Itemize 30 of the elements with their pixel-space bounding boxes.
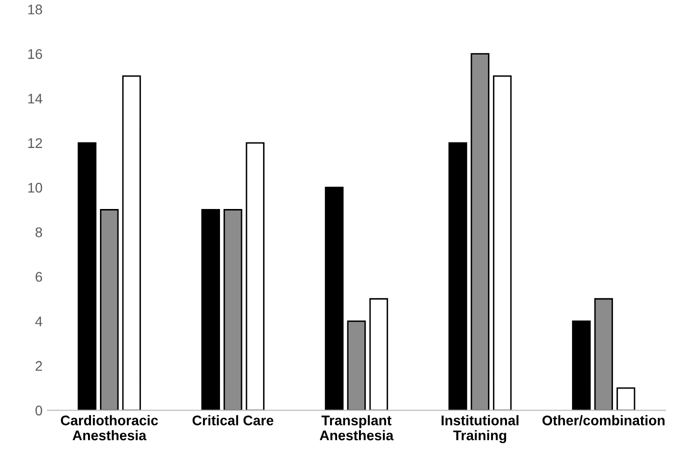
bar — [100, 209, 119, 410]
bar — [324, 186, 344, 410]
bar — [78, 142, 96, 410]
bar — [470, 53, 490, 410]
bar — [616, 387, 636, 410]
bar — [347, 320, 366, 410]
bar — [122, 75, 141, 410]
y-tick-label: 12 — [28, 138, 42, 148]
x-tick-label: Cardiothoracic Anesthesia — [60, 415, 158, 440]
bar — [572, 320, 591, 410]
y-tick-label: 0 — [35, 406, 42, 416]
y-tick-label: 10 — [28, 182, 42, 193]
x-tick-label: Other/combination — [542, 415, 665, 426]
bar — [246, 142, 264, 410]
y-tick-label: 14 — [28, 94, 42, 104]
y-tick-label: 18 — [28, 4, 42, 14]
x-tick-label: Transplant Anesthesia — [320, 415, 394, 440]
bar — [448, 142, 468, 410]
x-tick-label: Institutional Training — [442, 415, 518, 444]
bar — [492, 75, 512, 410]
bar — [369, 298, 388, 410]
bar — [201, 209, 220, 410]
y-tick-label: 16 — [28, 49, 42, 59]
y-tick-label: 4 — [35, 316, 42, 326]
y-tick-label: 6 — [36, 272, 42, 282]
bar — [594, 298, 613, 410]
bar — [224, 209, 242, 410]
y-tick-label: 8 — [36, 227, 42, 238]
x-tick-label: Critical Care — [192, 415, 274, 426]
y-tick-label: 2 — [36, 361, 42, 371]
